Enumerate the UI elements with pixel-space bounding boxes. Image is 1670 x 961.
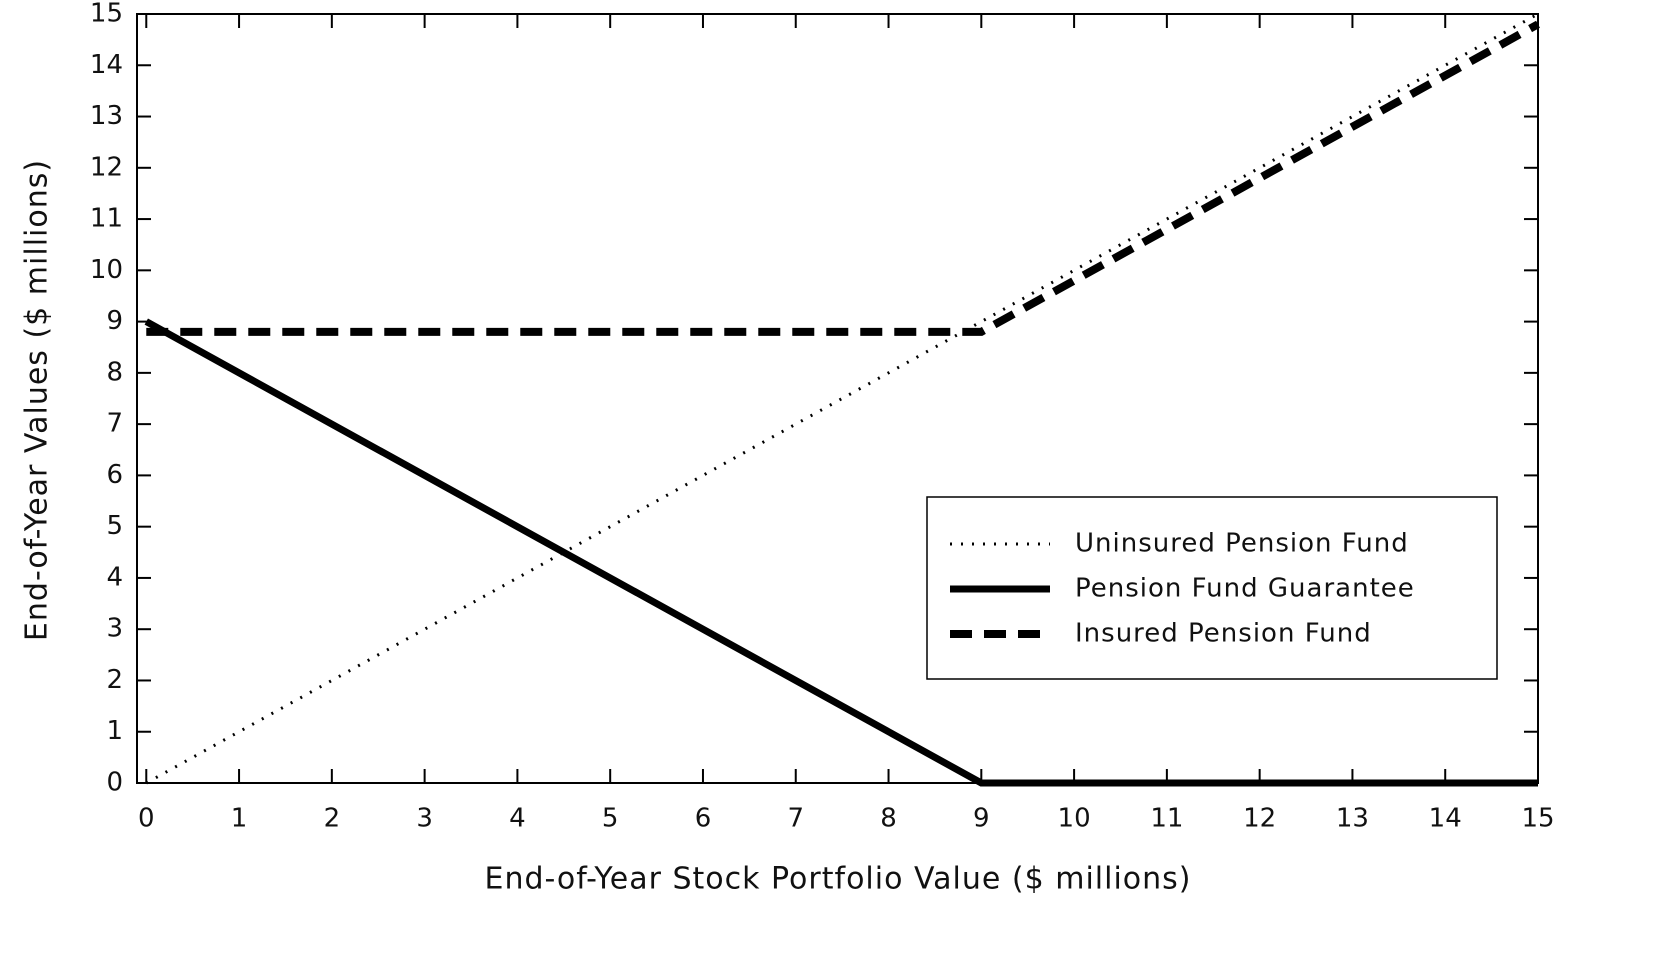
x-tick-label: 13 [1336, 804, 1369, 834]
x-tick-label: 2 [324, 804, 341, 834]
y-tick-label: 1 [106, 716, 123, 746]
x-tick-label: 14 [1429, 804, 1462, 834]
series-line [146, 20, 1540, 336]
y-tick-label: 11 [90, 204, 123, 234]
series-line [144, 318, 1538, 787]
plot-frame [136, 13, 1539, 784]
y-tick-label: 14 [90, 50, 123, 80]
y-tick-label: 8 [106, 357, 123, 387]
y-tick-label: 7 [106, 409, 123, 439]
x-tick-label: 8 [880, 804, 897, 834]
y-tick-label: 4 [106, 562, 123, 592]
x-tick-label: 6 [695, 804, 712, 834]
legend-label: Uninsured Pension Fund [1075, 529, 1409, 559]
x-tick-label: 9 [973, 804, 990, 834]
x-tick-label: 0 [138, 804, 155, 834]
y-tick-label: 0 [106, 768, 123, 798]
y-tick-label: 5 [106, 511, 123, 541]
x-tick-label: 15 [1521, 804, 1554, 834]
y-tick-label: 12 [90, 152, 123, 182]
x-tick-label: 5 [602, 804, 619, 834]
x-tick-label: 11 [1150, 804, 1183, 834]
y-tick-label: 15 [90, 0, 123, 29]
y-axis-label: End-of-Year Values ($ millions) [20, 159, 55, 641]
y-tick-label: 2 [106, 665, 123, 695]
y-tick-label: 13 [90, 101, 123, 131]
x-tick-label: 1 [231, 804, 248, 834]
x-tick-label: 3 [416, 804, 433, 834]
x-axis-label: End-of-Year Stock Portfolio Value ($ mil… [484, 862, 1191, 897]
legend-label: Pension Fund Guarantee [1075, 574, 1415, 604]
series-line [145, 12, 1539, 785]
y-tick-label: 3 [106, 614, 123, 644]
y-tick-label: 10 [90, 255, 123, 285]
x-tick-label: 12 [1243, 804, 1276, 834]
y-tick-label: 9 [106, 306, 123, 336]
x-tick-label: 10 [1058, 804, 1091, 834]
y-tick-label: 6 [106, 460, 123, 490]
legend-label: Insured Pension Fund [1075, 619, 1372, 649]
x-tick-label: 4 [509, 804, 526, 834]
x-tick-label: 7 [787, 804, 804, 834]
